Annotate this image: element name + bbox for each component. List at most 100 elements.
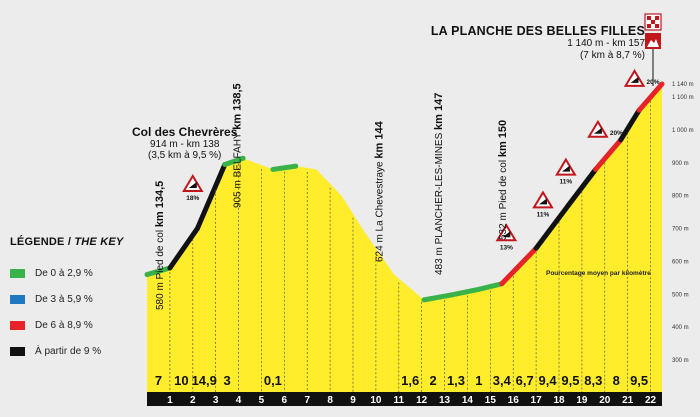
profile-segment bbox=[593, 137, 624, 172]
km-tick-label: 21 bbox=[622, 395, 634, 406]
km-tick-label: 9 bbox=[350, 395, 356, 406]
col-altitude-km: 914 m - km 138 bbox=[149, 139, 220, 150]
km-base-band: 1 2 3 4 5 6 7 8 9 10 11 12 13 14 15 16 17 18 19 20 21 22 bbox=[147, 392, 662, 406]
legend: LÉGENDE / THE KEY De 0 à 2,9 % De 3 à 5,… bbox=[10, 236, 130, 364]
waypoint-km: km 138,5 bbox=[232, 83, 244, 129]
gradient-values: 7 10 14,9 3 0,1 1,6 2 1,3 1 3,4 6,7 9,4 9,5 8,3 8 9,5 bbox=[155, 373, 648, 388]
slope-glyph bbox=[561, 165, 570, 172]
waypoint-desc: 483 m PLANCHER-LES-MINES bbox=[434, 130, 445, 275]
waypoint-label: 483 m PLANCHER-LES-MINES km 147 bbox=[433, 93, 445, 275]
segment-gradient-value: 1,3 bbox=[447, 373, 465, 388]
legend-swatch-blue bbox=[10, 294, 25, 304]
legend-title-fr: LÉGENDE bbox=[10, 236, 65, 248]
altitude-tick-label: 800 m bbox=[672, 194, 689, 200]
legend-title-separator: / bbox=[64, 236, 75, 248]
segment-gradient-value: 9,5 bbox=[630, 373, 648, 388]
profile-segment bbox=[636, 81, 665, 113]
segment-gradient-value: 8,3 bbox=[584, 373, 602, 388]
km-tick-label: 5 bbox=[259, 395, 265, 406]
warning-triangle bbox=[495, 223, 518, 242]
grade-percent-label: 11% bbox=[560, 179, 573, 186]
segment-gradient-value: 14,9 bbox=[192, 373, 217, 388]
profile-segment bbox=[421, 292, 454, 303]
slope-glyph bbox=[538, 198, 547, 205]
grade-signs: 18% 13% 11% 11% 20% 20% bbox=[182, 68, 660, 251]
waypoint-desc: 532 m Pied de col bbox=[498, 157, 509, 240]
grade-warning-icon: 11% bbox=[555, 157, 577, 186]
warning-triangle bbox=[555, 157, 577, 176]
grade-percent-label: 11% bbox=[537, 211, 550, 218]
slope-glyph bbox=[630, 76, 639, 83]
legend-swatch-black bbox=[10, 346, 25, 356]
segment-gradient-value: 10 bbox=[174, 373, 188, 388]
legend-swatch-red bbox=[10, 320, 25, 330]
legend-label: De 0 à 2,9 % bbox=[35, 267, 93, 279]
segment-gradient-value: 2 bbox=[429, 373, 436, 388]
legend-title-en: THE KEY bbox=[74, 236, 124, 248]
profile-segment bbox=[144, 265, 173, 278]
waypoint-km: km 134,5 bbox=[154, 181, 166, 227]
waypoint-km: km 147 bbox=[433, 93, 445, 130]
grade-warning-icon: 11% bbox=[532, 190, 554, 218]
altitude-tick-label: 500 m bbox=[672, 292, 689, 298]
legend-label: De 6 à 8,9 % bbox=[35, 319, 93, 331]
km-tick-label: 4 bbox=[236, 395, 242, 406]
segment-gradient-value: 8 bbox=[613, 373, 620, 388]
profile-segment bbox=[499, 245, 539, 287]
grade-warning-icon: 20% bbox=[587, 119, 623, 138]
summit-name: LA PLANCHE DES BELLES FILLES bbox=[430, 24, 645, 38]
km-tick-label: 15 bbox=[485, 395, 497, 406]
finish-flag-icon bbox=[644, 13, 662, 31]
waypoint-km: km 150 bbox=[497, 120, 509, 157]
km-tick-label: 3 bbox=[213, 395, 219, 406]
altitude-tick-label: 300 m bbox=[672, 358, 689, 364]
km-tick-label: 11 bbox=[393, 395, 404, 406]
km-tick-label: 18 bbox=[553, 395, 565, 406]
waypoint-label: 580 m Pied de col km 134,5 bbox=[154, 181, 166, 310]
waypoint-label: 905 m BELFAHY km 138,5 bbox=[232, 83, 244, 208]
col-name: Col des Chevrères bbox=[132, 125, 238, 139]
waypoint-label: 532 m Pied de col km 150 bbox=[497, 120, 509, 240]
altitude-tick-label: 700 m bbox=[672, 227, 689, 233]
km-tick-label: 1 bbox=[167, 395, 173, 406]
km-tick-label: 16 bbox=[508, 395, 520, 406]
grade-percent-label: 13% bbox=[500, 244, 513, 251]
segment-gradient-value: 1 bbox=[475, 373, 482, 388]
altitude-tick-label: 400 m bbox=[672, 325, 689, 331]
summit-climb-stats: (7 km à 8,7 %) bbox=[579, 50, 645, 61]
warning-triangle bbox=[623, 68, 646, 87]
waypoint-desc: 905 m BELFAHY bbox=[233, 130, 244, 208]
altitude-tick-label: 600 m bbox=[672, 259, 689, 265]
waypoint-desc: 580 m Pied de col bbox=[155, 227, 166, 310]
km-tick-label: 12 bbox=[416, 395, 428, 406]
grade-warning-icon: 18% bbox=[182, 174, 204, 202]
legend-label: De 3 à 5,9 % bbox=[35, 293, 93, 305]
km-tick-label: 6 bbox=[282, 395, 288, 406]
segment-gradient-value: 7 bbox=[155, 373, 162, 388]
profile-area bbox=[147, 84, 662, 392]
grade-warning-icon: 13% bbox=[495, 223, 518, 251]
segment-gradient-value: 6,7 bbox=[516, 373, 534, 388]
warning-triangle bbox=[587, 119, 609, 138]
profile-segment bbox=[222, 155, 246, 167]
segment-gradient-value: 9,5 bbox=[561, 373, 579, 388]
profile-segment bbox=[565, 166, 599, 209]
waypoint-dash-lines bbox=[169, 101, 651, 392]
altitude-tick-label: 1 140 m bbox=[672, 82, 694, 88]
slope-glyph bbox=[502, 231, 511, 238]
km-tick-label: 7 bbox=[304, 395, 310, 406]
profile-segment bbox=[533, 203, 571, 251]
legend-item-red: De 6 à 8,9 % bbox=[10, 312, 130, 338]
altitude-tick-label: 900 m bbox=[672, 161, 689, 167]
segment-gradient-value: 0,1 bbox=[264, 373, 282, 388]
waypoint-desc: 624 m La Chevestraye bbox=[375, 159, 386, 262]
waypoint-km: km 144 bbox=[374, 120, 386, 158]
summit-altitude-km: 1 140 m - km 157 bbox=[567, 38, 645, 49]
grade-percent-label: 18% bbox=[186, 195, 199, 202]
profile-segment bbox=[476, 281, 505, 292]
km-tick-label: 14 bbox=[462, 395, 474, 406]
profile-layer bbox=[144, 81, 665, 392]
km-tick-label: 22 bbox=[645, 395, 657, 406]
legend-item-blue: De 3 à 5,9 % bbox=[10, 286, 130, 312]
